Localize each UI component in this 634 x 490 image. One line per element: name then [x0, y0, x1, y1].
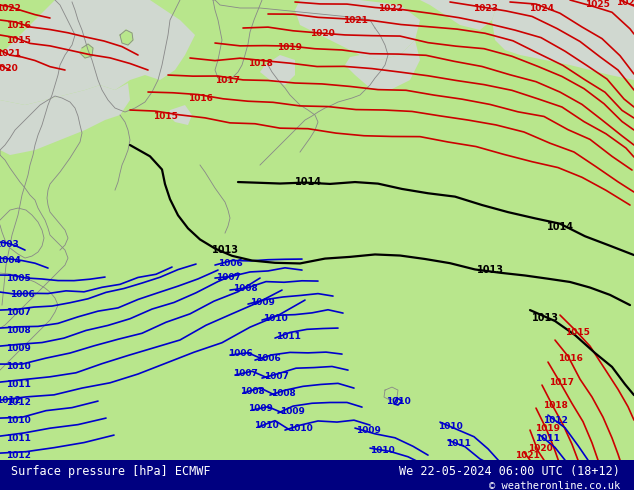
Polygon shape — [295, 0, 420, 60]
Text: 1006: 1006 — [228, 348, 252, 358]
Text: 1020: 1020 — [309, 28, 334, 38]
Text: We 22-05-2024 06:00 UTC (18+12): We 22-05-2024 06:00 UTC (18+12) — [399, 465, 620, 478]
Text: 1012: 1012 — [0, 395, 20, 405]
Polygon shape — [168, 105, 192, 125]
Text: 1007: 1007 — [216, 272, 240, 282]
Text: 1019: 1019 — [536, 423, 560, 433]
Text: 1011: 1011 — [534, 434, 559, 442]
Polygon shape — [492, 0, 634, 80]
Text: 1009: 1009 — [356, 426, 380, 435]
Text: 1010: 1010 — [254, 420, 278, 430]
Text: 1020: 1020 — [0, 64, 17, 73]
Text: 1009: 1009 — [6, 343, 30, 353]
Text: 1010: 1010 — [288, 423, 313, 433]
Text: 1014: 1014 — [547, 222, 574, 232]
Text: 1012: 1012 — [6, 397, 30, 407]
Polygon shape — [120, 30, 133, 45]
Text: 1023: 1023 — [472, 3, 498, 13]
Text: 1007: 1007 — [6, 308, 30, 317]
Polygon shape — [0, 0, 195, 105]
Text: 1009: 1009 — [280, 407, 304, 416]
Text: 1011: 1011 — [276, 332, 301, 341]
Polygon shape — [345, 40, 420, 90]
Text: 1008: 1008 — [271, 389, 295, 397]
Text: 1010: 1010 — [437, 421, 462, 431]
Text: 1017: 1017 — [550, 378, 574, 387]
Text: 1016: 1016 — [557, 354, 583, 363]
Text: © weatheronline.co.uk: © weatheronline.co.uk — [489, 481, 620, 490]
Text: 1010: 1010 — [6, 362, 30, 370]
Text: 1015: 1015 — [153, 112, 178, 121]
Text: 1010: 1010 — [370, 445, 394, 455]
Text: 1022: 1022 — [378, 3, 403, 13]
Text: 1008: 1008 — [6, 325, 30, 335]
Text: 1026: 1026 — [616, 0, 634, 6]
Text: 1021: 1021 — [342, 16, 368, 24]
Text: 1009: 1009 — [247, 404, 273, 413]
Text: 1025: 1025 — [585, 0, 609, 8]
Text: 1021: 1021 — [0, 49, 20, 57]
Text: 1007: 1007 — [264, 371, 288, 381]
Text: 1006: 1006 — [10, 290, 34, 298]
Polygon shape — [384, 387, 398, 400]
Text: 1015: 1015 — [6, 35, 30, 45]
Text: 1006: 1006 — [217, 259, 242, 268]
Text: 1008: 1008 — [240, 387, 264, 395]
Text: 1004: 1004 — [0, 256, 20, 265]
Text: 1017: 1017 — [216, 75, 240, 84]
Polygon shape — [420, 0, 500, 30]
Text: 1009: 1009 — [250, 297, 275, 307]
Text: 1012: 1012 — [543, 416, 567, 425]
Polygon shape — [260, 55, 295, 85]
Text: 1008: 1008 — [233, 284, 257, 293]
Text: 1018: 1018 — [543, 401, 567, 410]
Text: 1013: 1013 — [212, 245, 238, 255]
Text: 1011: 1011 — [6, 380, 30, 389]
Text: 1014: 1014 — [295, 177, 321, 187]
Polygon shape — [0, 83, 130, 155]
Text: 1011: 1011 — [446, 439, 470, 447]
Text: 1022: 1022 — [0, 3, 20, 13]
Text: 1003: 1003 — [0, 240, 18, 248]
Text: 1007: 1007 — [233, 368, 257, 378]
Text: 1010: 1010 — [385, 396, 410, 406]
Text: 1019: 1019 — [278, 43, 302, 51]
Text: 1005: 1005 — [6, 273, 30, 283]
Text: 1010: 1010 — [262, 314, 287, 322]
Text: 1018: 1018 — [247, 58, 273, 68]
Text: 1013: 1013 — [477, 265, 503, 275]
Text: 1013: 1013 — [531, 313, 559, 323]
Text: 1016: 1016 — [188, 94, 212, 102]
Text: 1020: 1020 — [527, 443, 552, 453]
Text: 1011: 1011 — [6, 434, 30, 442]
Text: 1024: 1024 — [529, 3, 555, 13]
Text: 1021: 1021 — [515, 451, 540, 460]
Text: 1006: 1006 — [256, 354, 280, 363]
Text: Surface pressure [hPa] ECMWF: Surface pressure [hPa] ECMWF — [11, 465, 211, 478]
Text: 1016: 1016 — [6, 21, 30, 29]
Text: 1012: 1012 — [6, 451, 30, 460]
Text: 1010: 1010 — [6, 416, 30, 425]
Text: 1015: 1015 — [564, 328, 590, 337]
Polygon shape — [80, 44, 93, 58]
